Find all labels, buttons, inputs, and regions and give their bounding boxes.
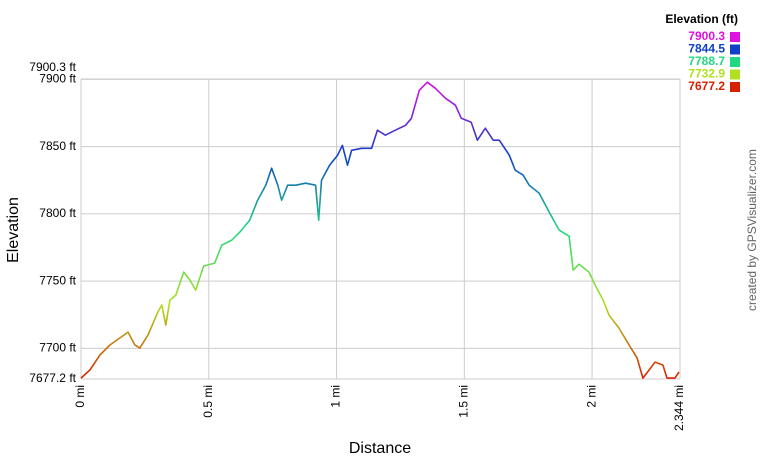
elevation-line (80, 81, 680, 379)
legend-swatch (730, 82, 740, 92)
legend-label: 7900.3 (688, 29, 725, 43)
legend-label: 7844.5 (688, 42, 725, 56)
x-tick-label: 2.344 mi (672, 385, 686, 431)
legend-swatch (730, 32, 740, 42)
legend-label: 7788.7 (688, 54, 725, 68)
y-tick-label: 7850 ft (39, 139, 76, 153)
x-tick-label: 2 mi (584, 385, 598, 408)
legend-label: 7677.2 (688, 79, 725, 93)
y-tick-label: 7677.2 ft (29, 371, 76, 385)
x-axis-label: Distance (349, 440, 411, 457)
legend-label: 7732.9 (688, 67, 725, 81)
legend-title: Elevation (ft) (665, 12, 738, 26)
x-tick-label: 1 mi (329, 385, 343, 408)
x-tick-label: 1.5 mi (456, 385, 470, 418)
x-tick-label: 0 mi (73, 385, 87, 408)
legend-swatch (730, 44, 740, 55)
y-tick-label: 7900.3 ft (29, 60, 76, 74)
y-tick-label: 7900 ft (39, 72, 76, 86)
y-tick-label: 7700 ft (39, 341, 76, 355)
legend-swatch (730, 69, 740, 80)
credit: created by GPSVisualizer.com (745, 149, 759, 311)
y-tick-label: 7800 ft (39, 206, 76, 220)
x-tick-label: 0.5 mi (201, 385, 215, 418)
y-tick-label: 7750 ft (39, 273, 76, 287)
y-axis-label: Elevation (5, 197, 22, 263)
legend-swatch (730, 57, 740, 67)
